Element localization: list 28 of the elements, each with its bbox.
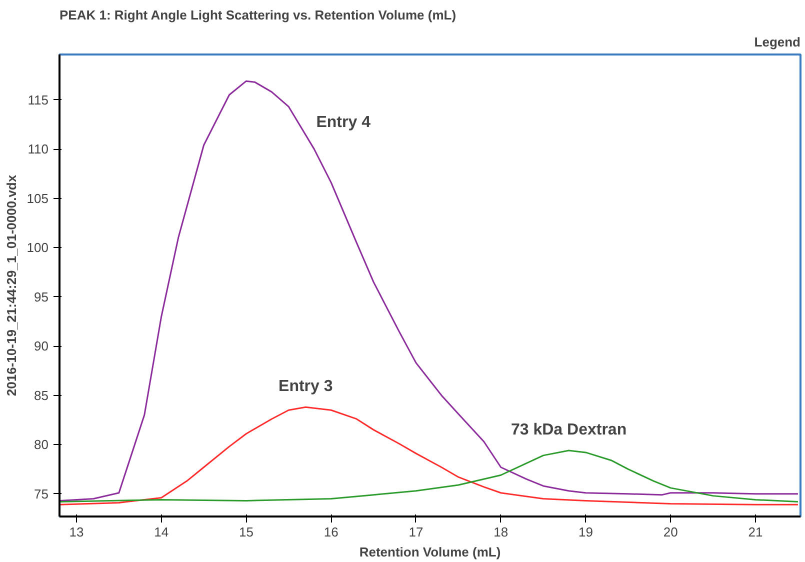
- y-tick-label: 105: [26, 190, 49, 206]
- y-tick-label: 75: [34, 486, 49, 502]
- x-tick-label: 15: [239, 524, 254, 540]
- line-series: [60, 450, 799, 502]
- y-axis-title: 2016-10-19_21:44:29_1_01-0000.vdx: [4, 174, 19, 396]
- y-tick-label: 110: [28, 142, 49, 157]
- x-tick-label: 13: [69, 524, 84, 540]
- series-label: Entry 3: [278, 378, 333, 396]
- x-tick-label: 21: [748, 524, 763, 540]
- chart-title: PEAK 1: Right Angle Light Scattering vs. Retention Volume (mL): [60, 8, 456, 22]
- x-tick-label: 20: [663, 524, 678, 540]
- x-tick-label: 16: [324, 524, 338, 540]
- line-series: [60, 406, 799, 506]
- x-tick-label: 19: [578, 524, 593, 540]
- line-series: [60, 80, 799, 502]
- x-tick-label: 14: [154, 524, 169, 540]
- x-tick-label: 18: [494, 524, 508, 540]
- x-tick-label: 17: [408, 524, 424, 540]
- y-tick-label: 95: [34, 289, 49, 304]
- text: Legend: [754, 34, 801, 50]
- y-tick-label: 115: [28, 92, 49, 108]
- y-tick-label: 100: [26, 240, 49, 256]
- series-label: 73 kDa Dextran: [510, 422, 627, 438]
- y-tick-label: 80: [34, 437, 49, 452]
- x-axis-title: Retention Volume (mL): [359, 544, 501, 560]
- y-tick-label: 90: [34, 338, 49, 354]
- y-tick-label: 85: [34, 388, 49, 403]
- series-label: Entry 4: [316, 114, 371, 132]
